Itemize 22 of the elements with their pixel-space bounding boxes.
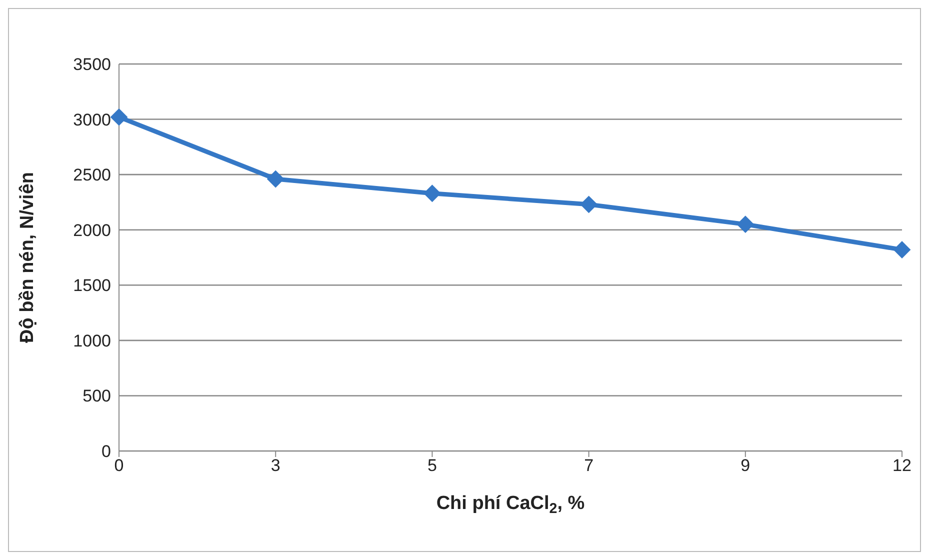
y-tick-label: 2000 [73,220,111,240]
point [736,216,754,233]
point [267,170,284,188]
point [580,196,598,213]
y-axis-title: Độ bền nén, N/viên [17,172,38,344]
y-tick-label: 3000 [73,110,111,130]
x-axis-title: Chi phí CaCl$_{2}$, % [436,493,585,516]
point [894,241,910,258]
x-tick-label: 3 [270,456,280,476]
y-tick-label: 1500 [73,276,111,296]
x-tick-label: 7 [584,456,594,476]
x-tick-label: 12 [892,456,912,476]
y-tick-label: 3500 [73,55,111,74]
point [424,184,441,202]
x-tick-label: 9 [740,456,750,476]
y-tick-label: 500 [82,386,111,406]
y-tick-label: 2500 [73,166,111,185]
y-tick-label: 0 [102,442,111,462]
x-tick-label: 5 [427,456,437,476]
point [110,108,128,126]
y-tick-label: 1000 [73,331,111,350]
x-tick-label: 0 [114,456,124,476]
